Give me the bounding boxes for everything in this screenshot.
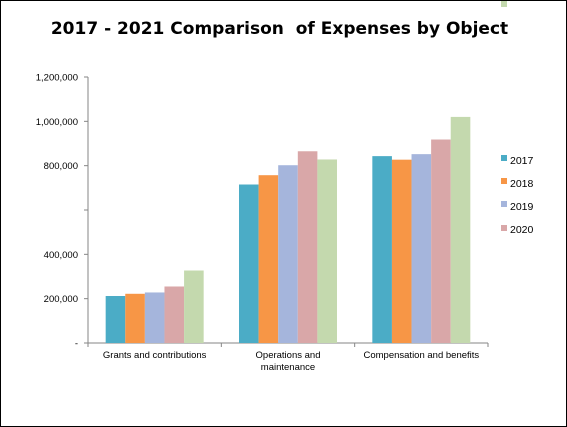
chart-title: 2017 - 2021 Comparison of Expenses by Ob…	[50, 19, 509, 39]
bar-series-3-cat-1	[297, 151, 318, 343]
legend-label: 2017	[510, 155, 534, 167]
y-tick-label: -	[75, 339, 78, 350]
legend-swatch	[501, 155, 507, 161]
legend-swatch	[501, 225, 507, 231]
y-tick-label: 800,000	[44, 161, 78, 172]
bar-series-4-cat-1	[317, 159, 337, 343]
bar-series-1-cat-0	[125, 293, 145, 343]
bar-series-1-cat-2	[391, 159, 412, 343]
legend-label: 2018	[510, 178, 534, 190]
bar-series-0-cat-2	[372, 156, 392, 343]
legend-swatch	[501, 1, 507, 7]
bar-series-2-cat-2	[411, 154, 432, 343]
bar-series-3-cat-2	[431, 139, 451, 343]
bar-series-4-cat-2	[450, 116, 471, 344]
bar-series-2-cat-1	[278, 165, 298, 343]
legend-label: 2019	[510, 201, 534, 213]
x-category-label: maintenance	[261, 362, 315, 373]
x-category-label: Compensation and benefits	[363, 350, 479, 361]
x-category-label: Operations and	[256, 350, 321, 361]
y-tick-label: 1,200,000	[36, 73, 78, 84]
x-category-label: Grants and contributions	[103, 350, 207, 361]
y-tick-label: 1,000,000	[36, 117, 78, 128]
legend-label: 2020	[510, 224, 534, 236]
bar-series-2-cat-0	[144, 292, 165, 343]
legend-swatch	[501, 201, 507, 207]
y-tick-label: 400,000	[44, 250, 78, 261]
bar-series-0-cat-1	[239, 184, 259, 343]
legend-swatch	[501, 178, 507, 184]
bar-series-3-cat-0	[164, 286, 185, 343]
bar-series-0-cat-0	[105, 296, 126, 343]
bar-series-1-cat-1	[258, 175, 279, 343]
bar-series-4-cat-0	[184, 270, 204, 343]
y-tick-label: 200,000	[44, 294, 78, 305]
